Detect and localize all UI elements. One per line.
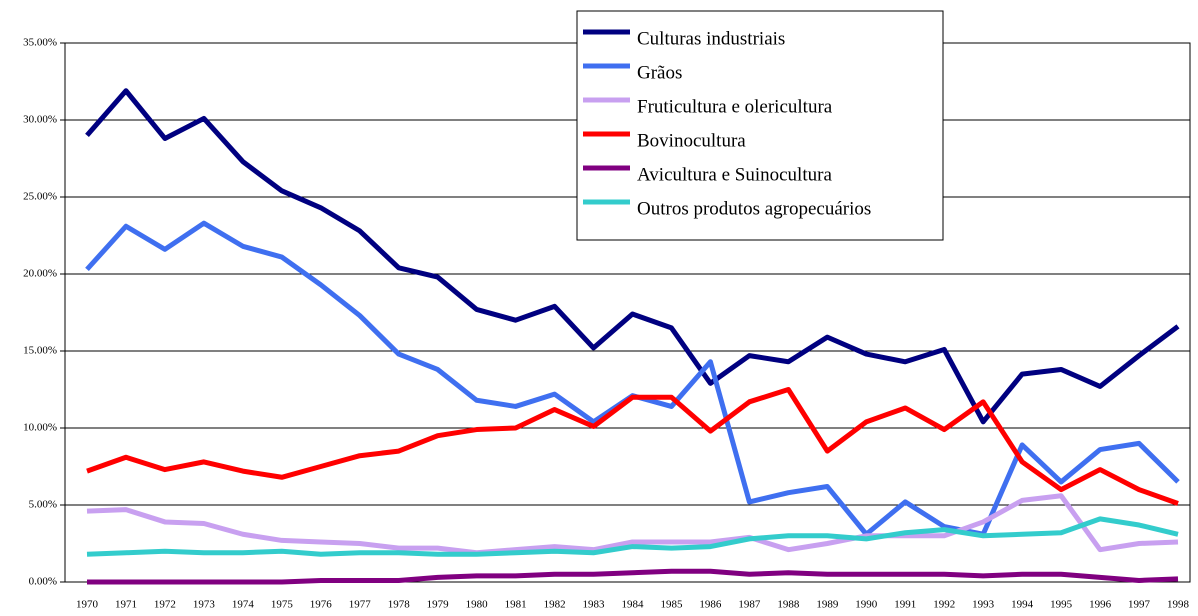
x-tick-label: 1972 (154, 599, 176, 611)
series-line (86, 493, 1179, 556)
x-tick-label: 1983 (583, 599, 606, 611)
legend-label: Grãos (637, 62, 682, 83)
legend-label: Bovinocultura (637, 130, 746, 151)
x-tick-label: 1992 (933, 599, 955, 611)
x-tick-label: 1977 (349, 599, 372, 611)
y-tick-label: 20.00% (23, 268, 57, 280)
x-tick-label: 1985 (660, 599, 683, 611)
x-tick-label: 1998 (1167, 599, 1190, 611)
x-tick-label: 1993 (972, 599, 995, 611)
x-tick-label: 1997 (1128, 599, 1151, 611)
legend-label: Outros produtos agropecuários (637, 198, 871, 219)
x-tick-label: 1994 (1011, 599, 1034, 611)
x-tick-label: 1996 (1089, 599, 1112, 611)
x-tick-label: 1975 (271, 599, 294, 611)
y-tick-label: 15.00% (23, 345, 57, 357)
x-tick-label: 1986 (699, 599, 722, 611)
legend-label: Fruticultura e olericultura (637, 96, 833, 117)
legend-box (576, 10, 944, 241)
x-tick-label: 1987 (738, 599, 761, 611)
series-line (87, 568, 1179, 585)
y-tick-label: 30.00% (23, 114, 57, 126)
x-tick-label: 1982 (544, 599, 566, 611)
x-tick-label: 1974 (232, 599, 255, 611)
x-tick-label: 1971 (115, 599, 137, 611)
x-tick-label: 1979 (427, 599, 450, 611)
y-tick-label: 35.00% (23, 37, 57, 49)
y-tick-label: 25.00% (23, 191, 57, 203)
x-tick-label: 1973 (193, 599, 216, 611)
x-tick-label: 1995 (1050, 599, 1073, 611)
x-tick-label: 1970 (76, 599, 99, 611)
y-tick-label: 0.00% (29, 576, 57, 588)
x-tick-label: 1990 (855, 599, 878, 611)
series-line (86, 387, 1179, 506)
x-tick-label: 1988 (777, 599, 800, 611)
x-tick-label: 1978 (388, 599, 411, 611)
series-line (85, 220, 1180, 537)
legend: Culturas industriais Grãos Fruticultura e … (576, 10, 944, 241)
series-line (85, 88, 1180, 425)
legend-label: Avicultura e Suinocultura (637, 164, 832, 185)
x-tick-label: 1991 (894, 599, 916, 611)
x-tick-label: 1981 (505, 599, 527, 611)
series-line (86, 516, 1179, 557)
x-tick-label: 1980 (466, 599, 489, 611)
y-tick-label: 10.00% (23, 422, 57, 434)
y-tick-label: 5.00% (29, 499, 57, 511)
legend-label: Culturas industriais (637, 28, 785, 49)
x-tick-label: 1976 (310, 599, 333, 611)
x-tick-label: 1989 (816, 599, 839, 611)
x-tick-label: 1984 (622, 599, 645, 611)
